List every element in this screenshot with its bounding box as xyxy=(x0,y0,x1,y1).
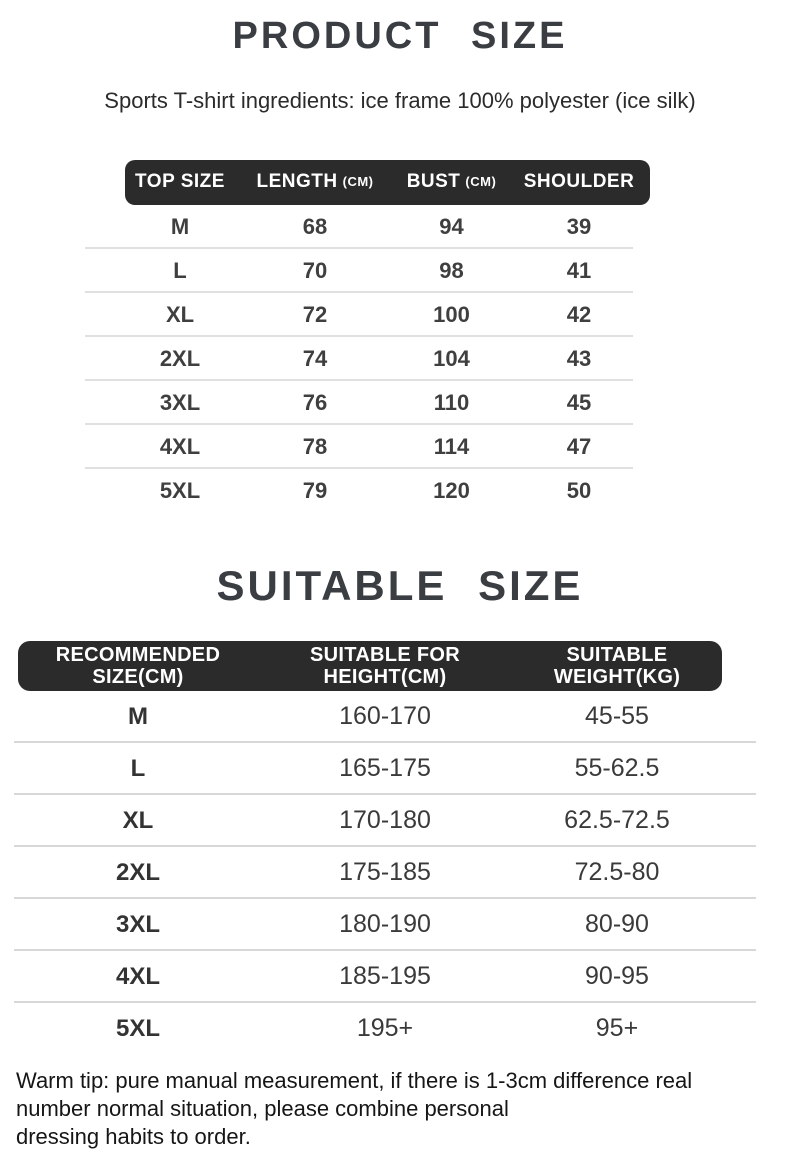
suitable-size-table: RECOMMENDED SIZE(CM) SUITABLE FOR HEIGHT(C… xyxy=(14,640,756,1055)
table-row: L 165-175 55-62.5 xyxy=(14,743,756,795)
product-size-table-header: TOP SIZE LENGTH (CM) BUST (CM) SHOULDER xyxy=(125,159,650,205)
warm-tip-note: Warm tip: pure manual measurement, if th… xyxy=(16,1067,693,1149)
table-row: M 68 94 39 xyxy=(85,205,650,249)
column-header-shoulder: SHOULDER xyxy=(523,171,635,193)
table-row: 2XL 175-185 72.5-80 xyxy=(14,847,756,899)
table-row: 3XL 76 110 45 xyxy=(85,381,650,425)
material-subtitle: Sports T-shirt ingredients: ice frame 10… xyxy=(104,87,696,113)
table-row: 5XL 195+ 95+ xyxy=(115,1014,639,1043)
suitable-size-table-header: RECOMMENDED SIZE(CM) SUITABLE FOR HEIGHT(C… xyxy=(18,640,722,691)
product-size-title: PRODUCT SIZE xyxy=(232,15,568,57)
column-header-bust: BUST (CM) xyxy=(406,171,497,193)
table-row: M 160-170 45-55 xyxy=(14,691,756,743)
table-row: XL 170-180 62.5-72.5 xyxy=(14,795,756,847)
column-header-length: LENGTH (CM) xyxy=(256,171,374,193)
table-row: XL 72 100 42 xyxy=(85,293,650,337)
table-row: 4XL 78 114 47 xyxy=(85,425,650,469)
table-row: 5XL 79 120 50 xyxy=(159,477,592,503)
product-size-table-body: M 68 94 39 L 70 98 41 XL 72 100 42 2XL 74 104 43 3XL… xyxy=(85,205,650,513)
suitable-size-table-body: M 160-170 45-55 L 165-175 55-62.5 XL 170-180 6… xyxy=(14,691,756,1055)
table-row: L 70 98 41 xyxy=(85,249,650,293)
column-header-recommended-size: RECOMMENDED SIZE(CM) xyxy=(55,643,221,688)
table-row: 2XL 74 104 43 xyxy=(85,337,650,381)
suitable-size-title: SUITABLE SIZE xyxy=(216,561,584,609)
column-header-top-size: TOP SIZE xyxy=(135,171,225,193)
column-header-suitable-weight: SUITABLE WEIGHT(KG) xyxy=(553,643,681,688)
column-header-suitable-height: SUITABLE FOR HEIGHT(CM) xyxy=(310,643,460,688)
table-row: 3XL 180-190 80-90 xyxy=(14,899,756,951)
table-row: 4XL 185-195 90-95 xyxy=(14,951,756,1003)
